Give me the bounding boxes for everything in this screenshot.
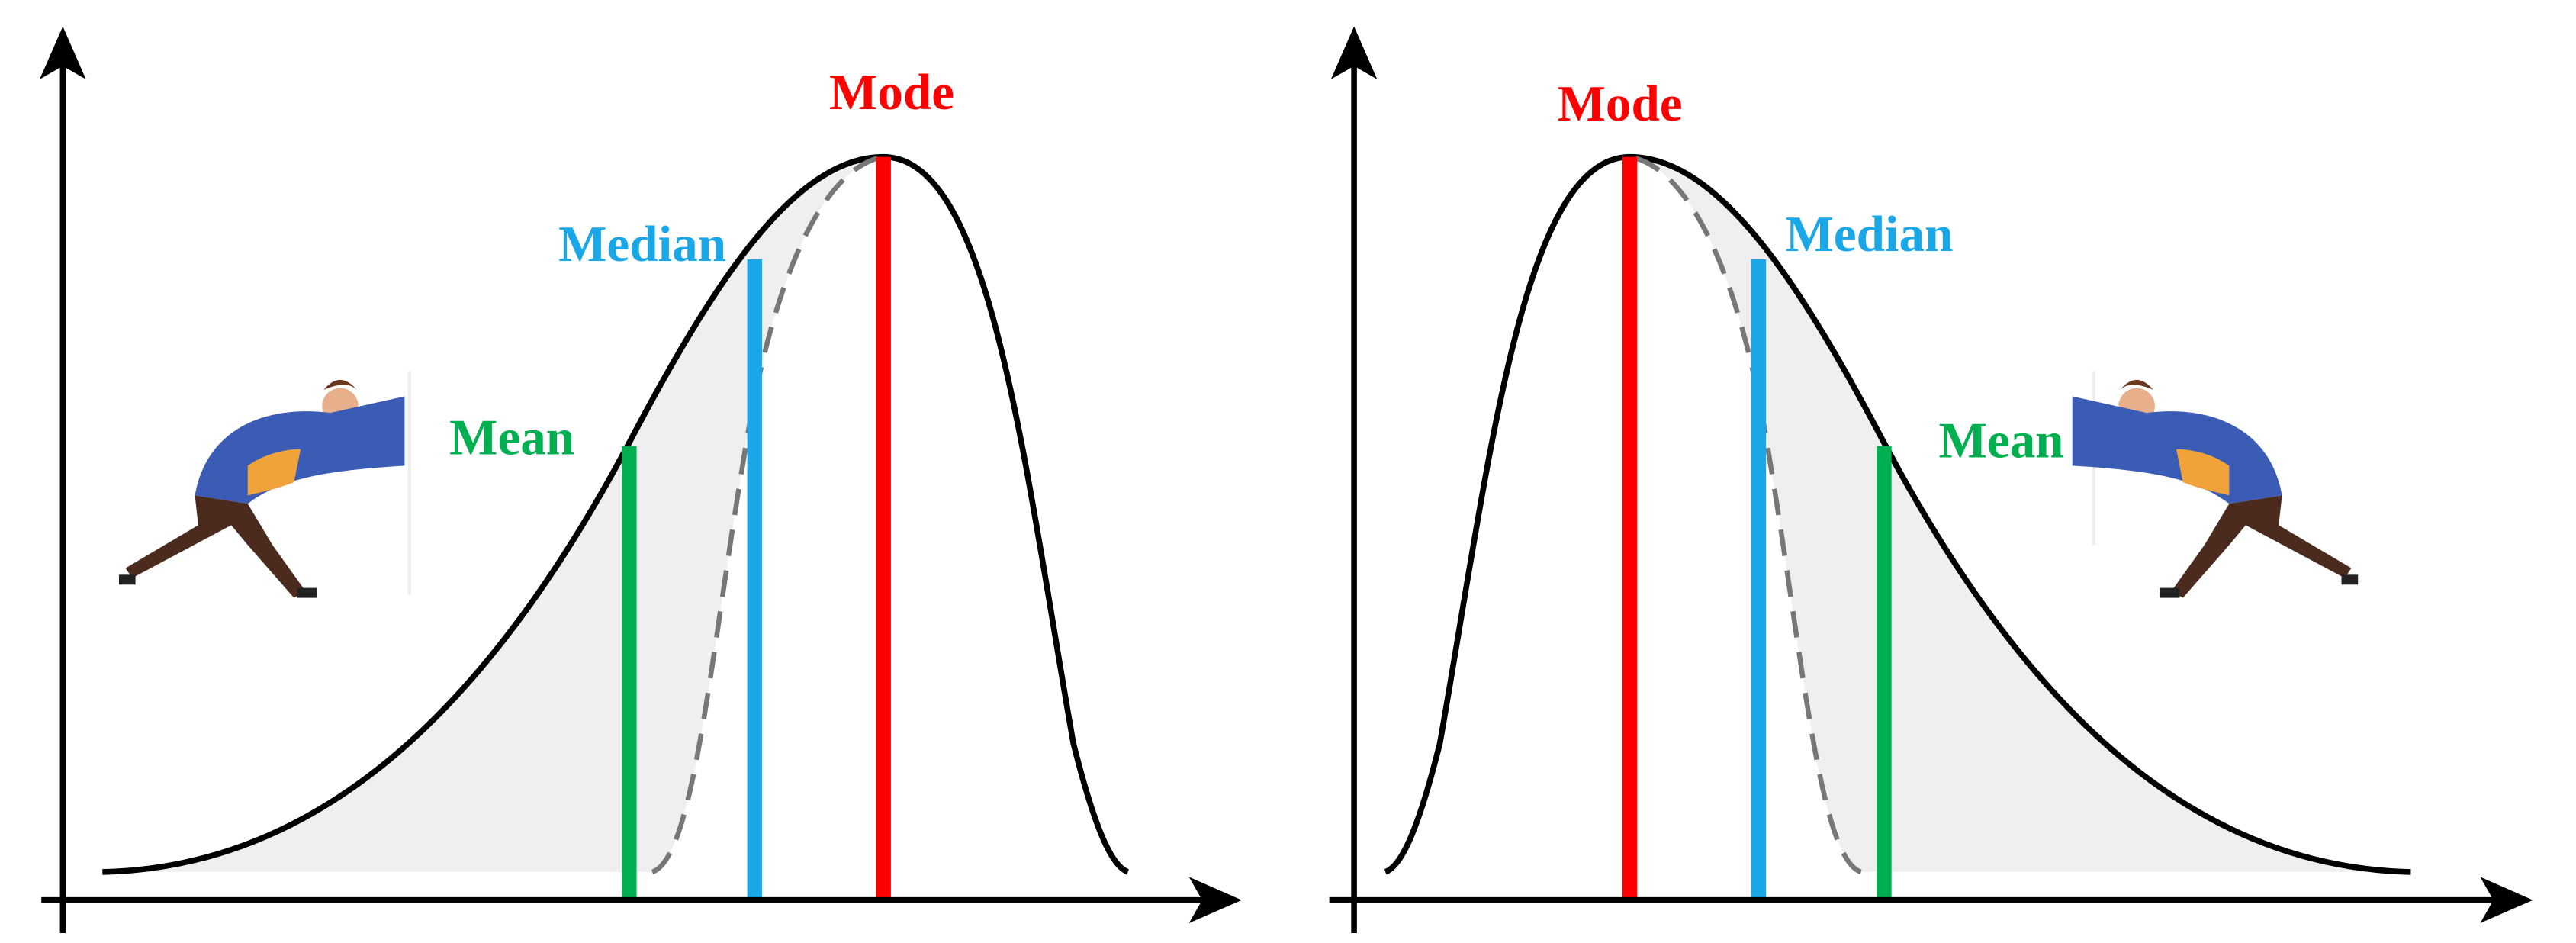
mode-label: Mode xyxy=(829,63,954,121)
mean-label: Mean xyxy=(449,408,574,465)
mode-label: Mode xyxy=(1558,75,1683,132)
right-panel: Mode Median Mean xyxy=(1329,26,2533,934)
median-label: Median xyxy=(558,215,726,272)
pushing-person xyxy=(118,379,405,598)
mean-label: Mean xyxy=(1939,412,2064,469)
left-panel: Mode Median Mean xyxy=(40,26,1242,934)
pushing-person xyxy=(2072,379,2359,598)
median-label: Median xyxy=(1785,205,1953,262)
